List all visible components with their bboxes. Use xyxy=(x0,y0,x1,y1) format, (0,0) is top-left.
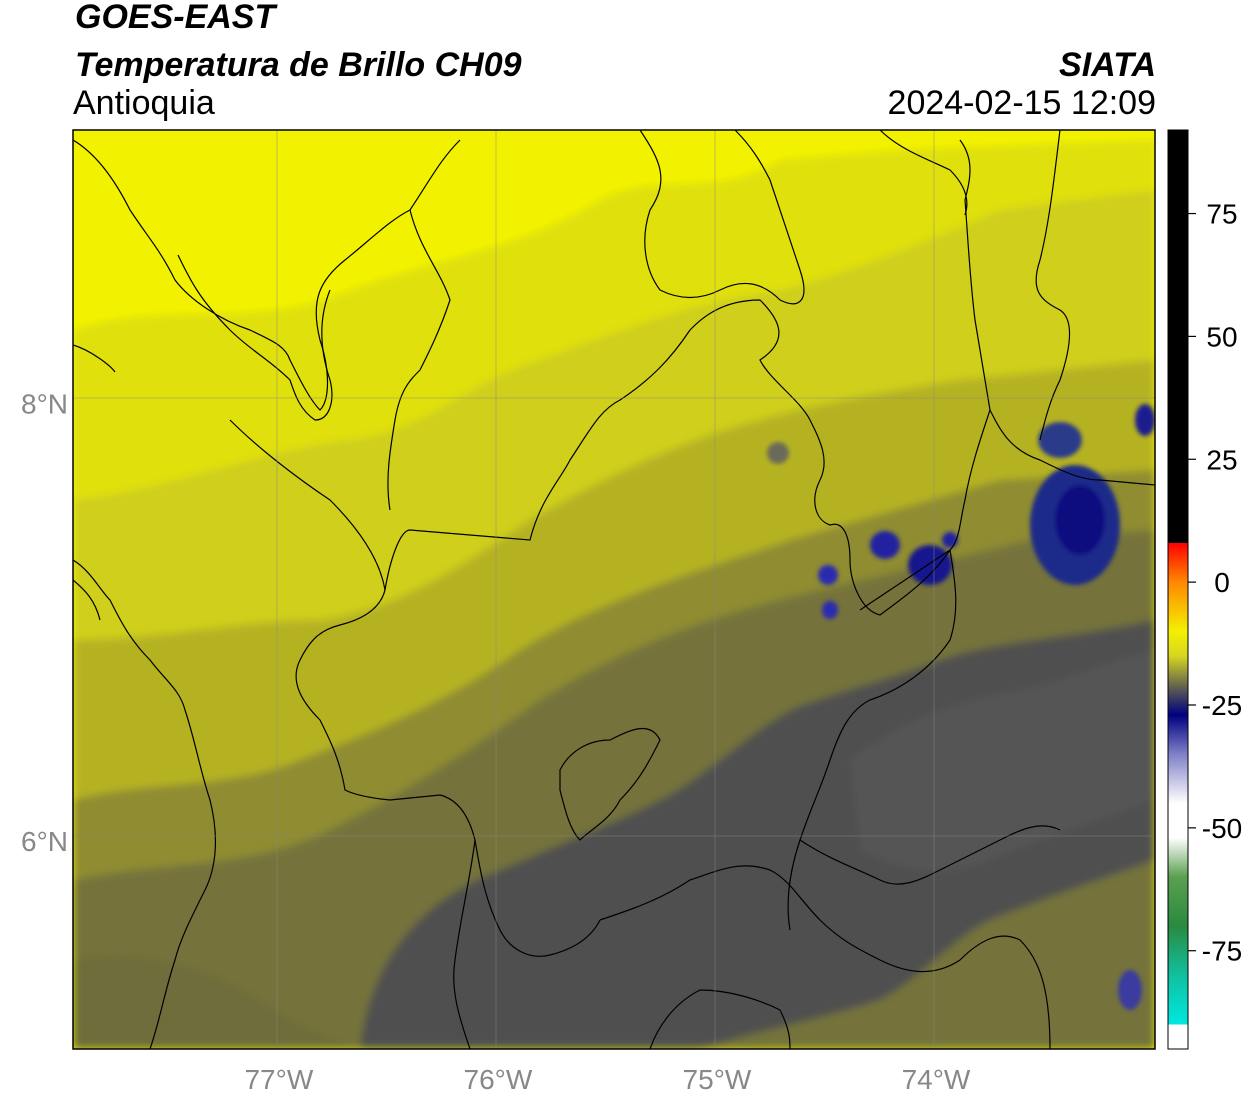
border-bolivar xyxy=(639,130,805,305)
colorbar-tick-label: -50 xyxy=(1202,813,1242,844)
cold-cloud-cluster xyxy=(767,404,1155,1010)
cloud-cell-gray xyxy=(767,442,789,464)
product-title: Temperatura de Brillo CH09 xyxy=(75,46,522,84)
region-label: Antioquia xyxy=(73,84,215,122)
datetime-label: 2024-02-15 12:09 xyxy=(887,84,1156,122)
coast-west-inner xyxy=(73,579,101,621)
lon-tick-label: 74°W xyxy=(902,1064,971,1095)
cloud-cell-central xyxy=(908,545,952,585)
border-south-central xyxy=(649,989,791,1049)
border-antioquia-east xyxy=(814,139,991,616)
longitude-ticks: 77°W 76°W 75°W 74°W xyxy=(244,1064,970,1095)
cloud-cell-small-2 xyxy=(818,565,838,585)
temperature-raster xyxy=(73,130,1155,1049)
border-south-east xyxy=(879,935,1051,1049)
border-east-river xyxy=(1035,130,1071,441)
colorbar-tick-label: -25 xyxy=(1202,690,1242,721)
cloud-cell-small-3 xyxy=(822,601,838,619)
border-south-west xyxy=(453,839,476,1049)
cloud-cell-north xyxy=(1038,422,1082,458)
latitude-ticks: 8°N 6°N xyxy=(21,389,68,858)
coastline-inner xyxy=(177,254,333,421)
colorbar-tick-label: 75 xyxy=(1206,199,1237,230)
coastline-gulf-uraba xyxy=(73,344,116,373)
border-antioquia-south xyxy=(389,794,601,957)
colorbar-tick-label: -75 xyxy=(1202,936,1242,967)
border-north-east xyxy=(879,130,968,216)
border-caldas xyxy=(799,825,1061,885)
cloud-cell-south-east xyxy=(1118,970,1142,1010)
satellite-title: GOES-EAST xyxy=(75,0,276,36)
cloud-core-east-inner xyxy=(1055,485,1105,555)
border-antioquia-west xyxy=(229,419,391,801)
colorbar-ticks: 75 50 25 0 -25 -50 -75 xyxy=(1188,199,1242,967)
map-frame xyxy=(72,129,1156,1050)
border-antioquia-north xyxy=(384,299,825,591)
colorbar-tick-label: 0 xyxy=(1214,567,1230,598)
border-choco-south xyxy=(599,865,881,961)
colorbar-tick-label: 50 xyxy=(1206,321,1237,352)
lat-tick-label: 6°N xyxy=(21,826,68,857)
border-antioquia-southeast xyxy=(787,549,957,931)
borders xyxy=(73,130,1155,1049)
coast-west xyxy=(73,559,217,1049)
field-olive-southwest xyxy=(73,956,360,1049)
lat-tick-label: 8°N xyxy=(21,389,68,420)
lon-tick-label: 77°W xyxy=(244,1064,313,1095)
colorbar xyxy=(1167,129,1189,1050)
colorbar-tick-label: 25 xyxy=(1206,444,1237,475)
agency-label: SIATA xyxy=(1059,46,1156,84)
coastline-caribbean xyxy=(73,139,461,411)
lon-tick-label: 75°W xyxy=(683,1064,752,1095)
graticule xyxy=(73,130,1155,1049)
border-santander xyxy=(989,409,1155,486)
cloud-cell-edge xyxy=(1135,404,1155,436)
cloud-cell-central-west xyxy=(870,531,900,559)
lon-tick-label: 76°W xyxy=(464,1064,533,1095)
field-gray-east xyxy=(850,650,1155,871)
border-cordoba-sucre xyxy=(387,209,451,511)
border-northwest-line xyxy=(859,549,951,611)
